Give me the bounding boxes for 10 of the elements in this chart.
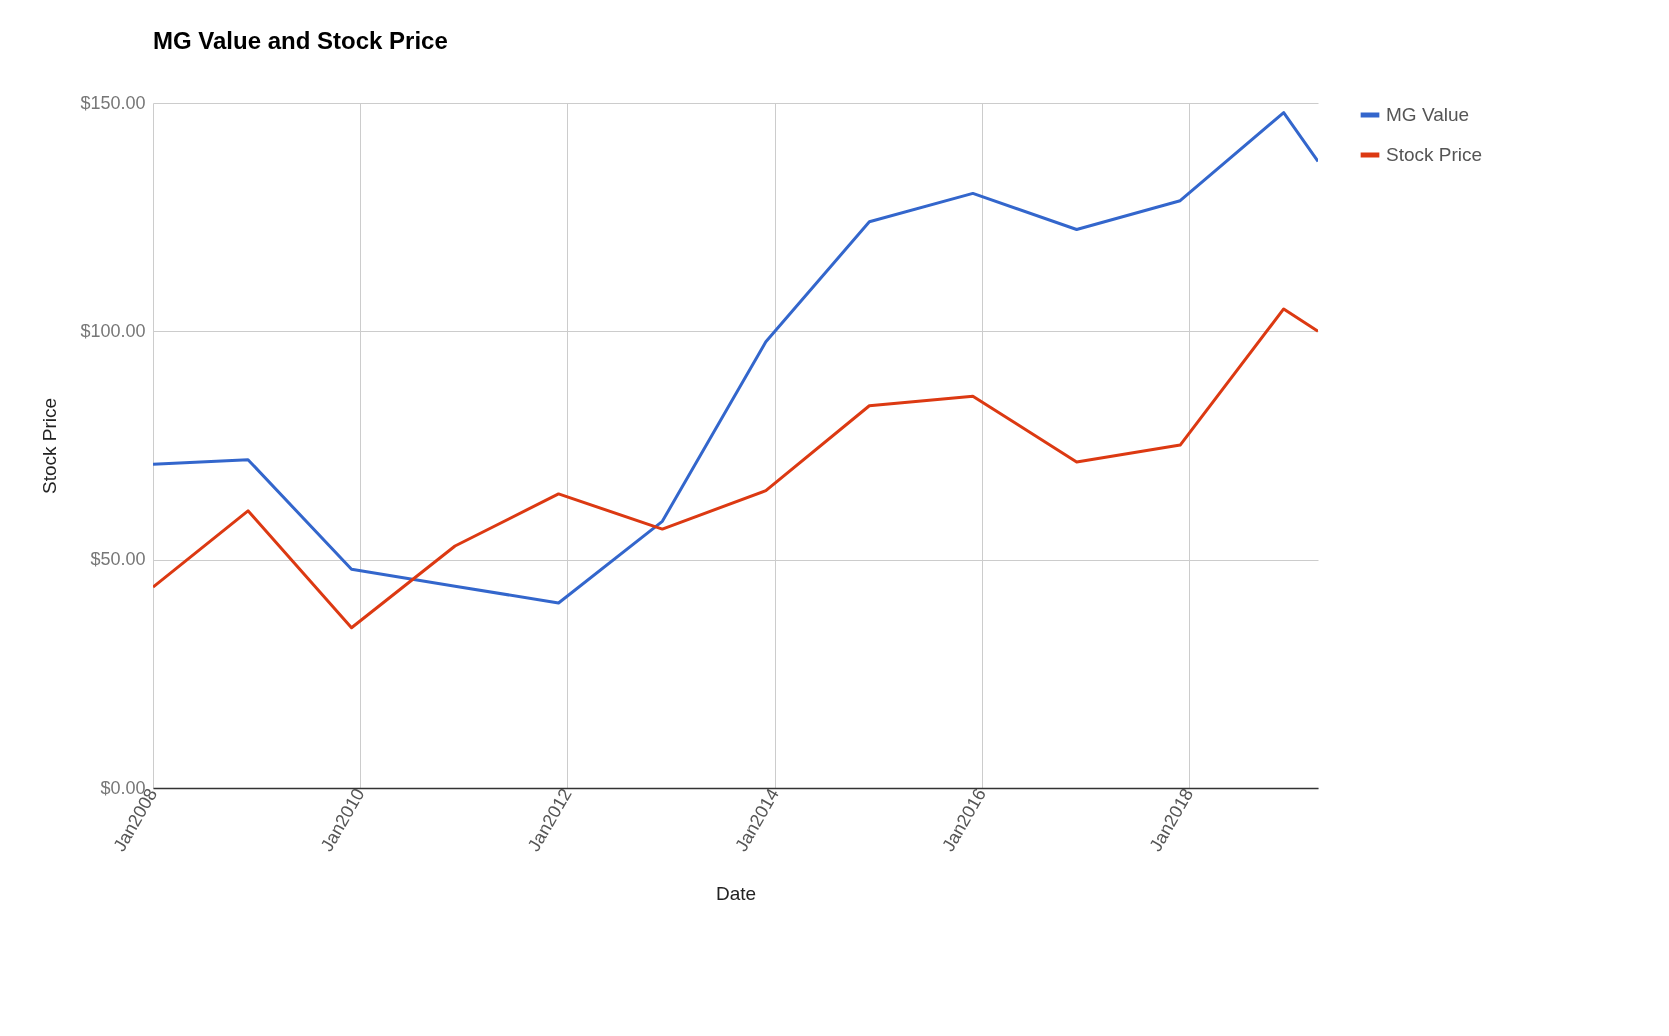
y-tick-label: $100.00 bbox=[80, 320, 146, 341]
line-series bbox=[153, 111, 1318, 605]
chart-title: MG Value and Stock Price bbox=[153, 27, 448, 54]
y-axis-title: Stock Price bbox=[39, 397, 61, 495]
legend-label: MG Value bbox=[1386, 104, 1470, 125]
y-tick-label: $50.00 bbox=[90, 549, 146, 570]
legend-label: Stock Price bbox=[1386, 144, 1483, 165]
x-axis-title: Date bbox=[715, 882, 757, 904]
line-series bbox=[153, 307, 1318, 630]
y-tick-label: $150.00 bbox=[80, 92, 146, 113]
